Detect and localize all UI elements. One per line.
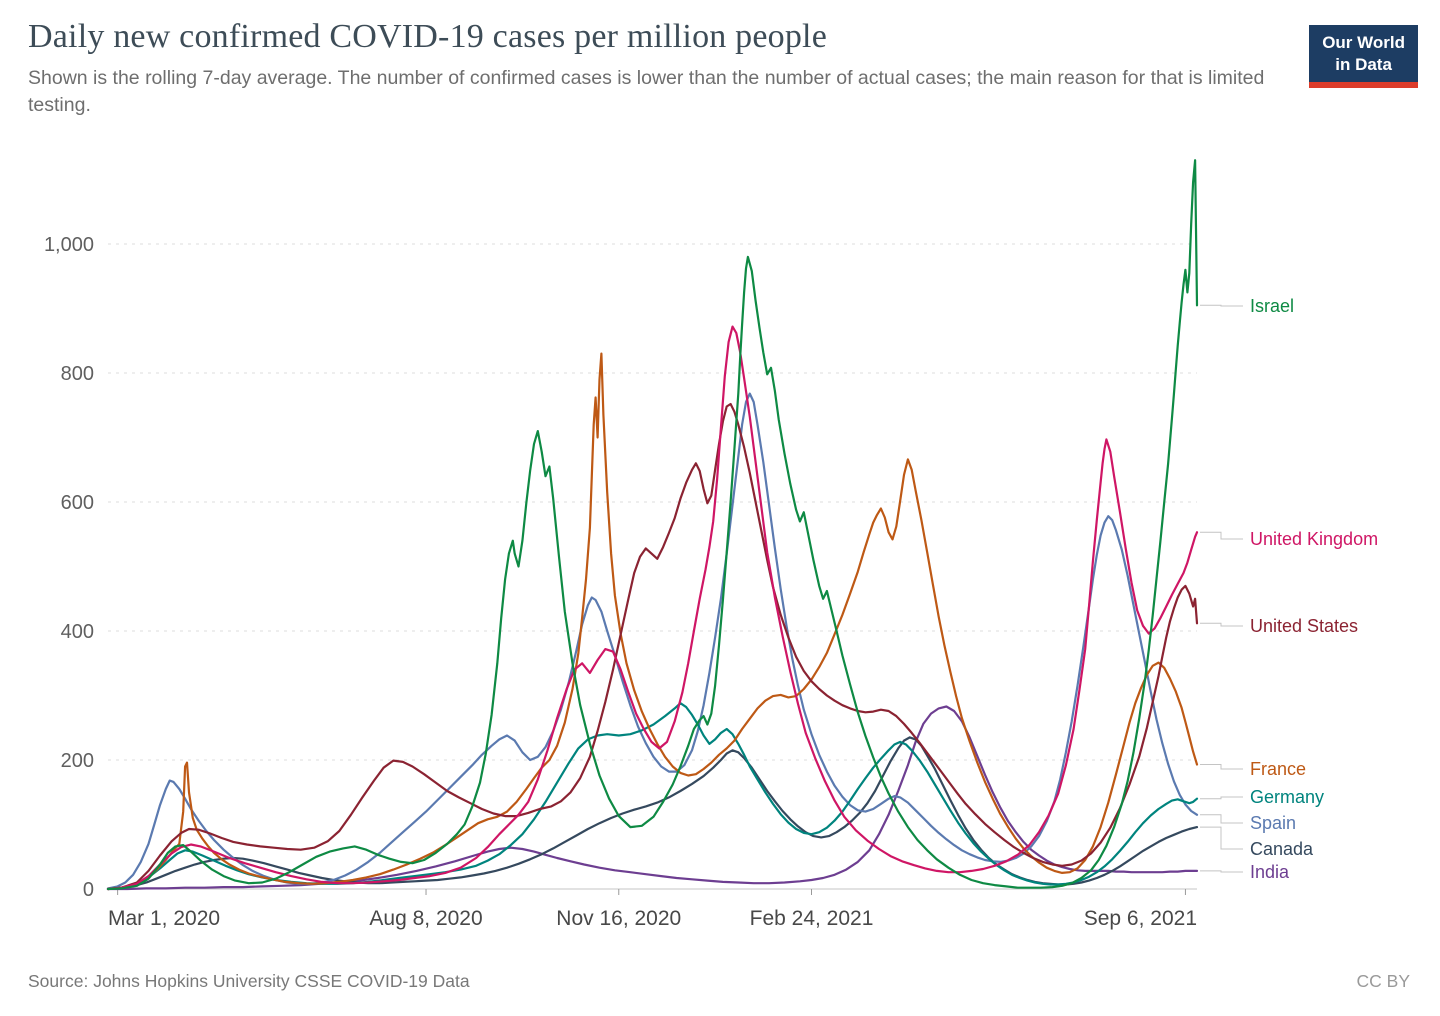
- source-text: Johns Hopkins University CSSE COVID-19 D…: [93, 971, 470, 991]
- series-line-india[interactable]: [106, 705, 1199, 891]
- series-line-united-kingdom[interactable]: [106, 325, 1199, 891]
- series-label-united-kingdom[interactable]: United Kingdom: [1250, 529, 1378, 549]
- chart-subtitle: Shown is the rolling 7-day average. The …: [28, 67, 1265, 116]
- y-axis-tick-label: 0: [83, 879, 94, 901]
- source-label: Source:: [28, 971, 89, 991]
- series-line-israel[interactable]: [106, 159, 1199, 891]
- chart-footer: Source: Johns Hopkins University CSSE CO…: [28, 971, 1410, 992]
- y-axis-tick-label: 200: [61, 750, 94, 772]
- source-line: Source: Johns Hopkins University CSSE CO…: [28, 971, 470, 992]
- series-label-israel[interactable]: Israel: [1250, 296, 1294, 316]
- series-label-connector-canada: [1200, 826, 1243, 850]
- y-axis-tick-label: 800: [61, 363, 94, 385]
- series-line-united-states[interactable]: [106, 402, 1199, 891]
- series-label-connector-india: [1200, 870, 1243, 873]
- series-label-spain[interactable]: Spain: [1250, 813, 1296, 833]
- x-axis-tick-label: Mar 1, 2020: [108, 907, 220, 930]
- owid-logo[interactable]: Our World in Data: [1309, 25, 1418, 89]
- series-label-germany[interactable]: Germany: [1250, 787, 1324, 807]
- x-axis-tick-label: Feb 24, 2021: [750, 907, 874, 930]
- y-axis-tick-label: 400: [61, 621, 94, 643]
- series-label-connector-france: [1200, 764, 1243, 770]
- y-axis-tick-label: 600: [61, 492, 94, 514]
- series-label-connector-germany: [1200, 796, 1243, 800]
- license-badge[interactable]: CC BY: [1356, 971, 1410, 991]
- series-label-connector-united-kingdom: [1200, 531, 1243, 540]
- series-label-france[interactable]: France: [1250, 759, 1306, 779]
- x-axis-tick-label: Sep 6, 2021: [1084, 907, 1197, 930]
- series-label-connector-spain: [1200, 814, 1243, 824]
- series-line-spain[interactable]: [106, 392, 1199, 890]
- page-title: Daily new confirmed COVID-19 cases per m…: [28, 18, 827, 55]
- series-label-united-states[interactable]: United States: [1250, 616, 1358, 636]
- owid-logo-line1: Our World: [1322, 33, 1405, 52]
- series-line-germany[interactable]: [106, 702, 1199, 891]
- x-axis-tick-label: Aug 8, 2020: [369, 907, 482, 930]
- chart-header: Daily new confirmed COVID-19 cases per m…: [28, 18, 1280, 119]
- series-label-connector-israel: [1200, 304, 1243, 307]
- series-label-india[interactable]: India: [1250, 862, 1290, 882]
- series-label-connector-united-states: [1200, 622, 1243, 627]
- x-axis-tick-label: Nov 16, 2020: [556, 907, 681, 930]
- series-line-france[interactable]: [106, 352, 1199, 891]
- series-label-canada[interactable]: Canada: [1250, 839, 1314, 859]
- y-axis-tick-label: 1,000: [44, 234, 94, 256]
- owid-logo-line2: in Data: [1335, 55, 1392, 75]
